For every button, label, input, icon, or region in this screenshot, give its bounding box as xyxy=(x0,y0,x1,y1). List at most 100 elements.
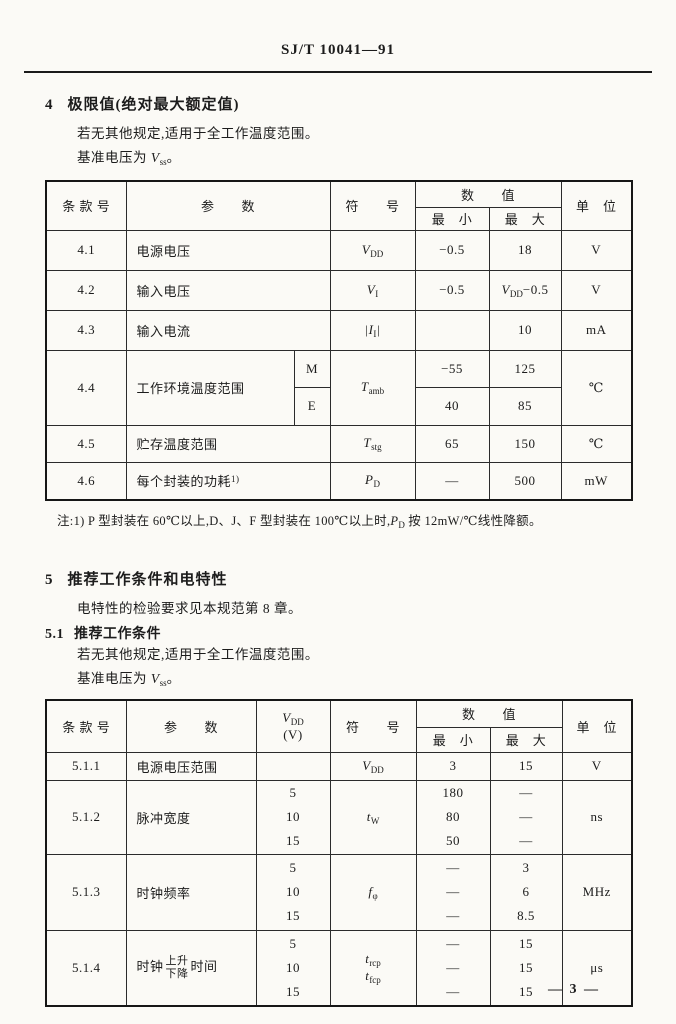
cell-min: 40 xyxy=(414,386,490,426)
cell-clause: 4.1 xyxy=(45,229,127,271)
cell-max: 3 6 8.5 xyxy=(489,853,563,931)
cell-min: 180 80 50 xyxy=(415,779,491,855)
cell-vdd xyxy=(255,751,331,781)
subsection-title: 推荐工作条件 xyxy=(74,627,161,642)
cell-unit: mW xyxy=(560,461,633,501)
table-row: 4.1 电源电压 VDD −0.5 18 V xyxy=(45,229,633,271)
cell-min xyxy=(414,309,490,351)
header-clause: 条 款 号 xyxy=(45,180,127,231)
reference-voltage-symbol: V xyxy=(150,671,160,686)
cell-grade: E xyxy=(293,386,331,426)
cell-param: 时钟 上升 下降 时间 xyxy=(125,929,257,1007)
cell-min: −0.5 xyxy=(414,269,490,311)
intro-line-2: 基准电压为 Vss。 xyxy=(77,150,181,167)
cell-param: 工作环境温度范围 xyxy=(125,349,295,426)
limit-values-table: 条 款 号 参 数 符 号 数 值 单 位 最 小 最 大 4.1 电源电压 V… xyxy=(45,180,633,501)
cell-max: 500 xyxy=(488,461,562,501)
recommended-conditions-table: 条 款 号 参 数 VDD (V) 符 号 数 值 单 位 最 小 最 大 5.… xyxy=(45,699,633,1007)
cell-unit: ℃ xyxy=(560,424,633,463)
table-row: 5.1.1 电源电压范围 VDD 3 15 V xyxy=(45,751,633,781)
cell-clause: 5.1.2 xyxy=(45,779,127,855)
table-row: 5.1.4 时钟 上升 下降 时间 5 10 15 trcp tfcp — — — 15 15 1… xyxy=(45,929,633,1007)
section-4-heading: 4 极限值(绝对最大额定值) xyxy=(45,93,676,114)
cell-symbol: Tamb xyxy=(329,349,416,426)
cell-symbol: |II| xyxy=(329,309,416,351)
cell-max: — — — xyxy=(489,779,563,855)
cell-clause: 5.1.4 xyxy=(45,929,127,1007)
cell-vdd: 5 10 15 xyxy=(255,929,331,1007)
table-row: 4.2 输入电压 VI −0.5 VDD−0.5 V xyxy=(45,269,633,311)
cell-symbol: VI xyxy=(329,269,416,311)
header-symbol: 符 号 xyxy=(329,699,417,753)
doc-header: SJ/T 10041—91 xyxy=(0,0,676,59)
header-clause: 条 款 号 xyxy=(45,699,127,753)
cell-min: −55 xyxy=(414,349,490,388)
section-title: 极限值(绝对最大额定值) xyxy=(67,97,240,113)
cell-param: 电源电压 xyxy=(125,229,331,271)
table-row: 5.1.3 时钟频率 5 10 15 fφ — — — 3 6 8.5 MHz xyxy=(45,853,633,931)
header-vdd: VDD (V) xyxy=(255,699,331,753)
table-row: 4.4 工作环境温度范围 M Tamb −55 125 ℃ xyxy=(45,349,633,426)
cell-clause: 4.2 xyxy=(45,269,127,311)
cell-unit: ℃ xyxy=(560,349,633,426)
header-parameter: 参 数 xyxy=(125,180,331,231)
cell-max: 150 xyxy=(488,424,562,463)
cell-max: 18 xyxy=(488,229,562,271)
table-header-row: 条 款 号 参 数 VDD (V) 符 号 数 值 单 位 xyxy=(45,699,633,753)
table-subheader-row: 最 小 最 大 xyxy=(46,726,632,753)
section-title: 推荐工作条件和电特性 xyxy=(67,572,228,588)
cell-param: 输入电压 xyxy=(125,269,331,311)
section-5-line-1: 电特性的检验要求见本规范第 8 章。 xyxy=(77,601,302,616)
cell-symbol: PD xyxy=(329,461,416,501)
cell-symbol: trcp tfcp xyxy=(329,929,417,1007)
section-5-heading: 5 推荐工作条件和电特性 xyxy=(45,568,676,589)
cell-grade: M xyxy=(293,349,331,388)
table-row: 4.3 输入电流 |II| 10 mA xyxy=(45,309,633,351)
cell-param: 每个封装的功耗1) xyxy=(125,461,331,501)
table-row: 4.6 每个封装的功耗1) PD — 500 mW xyxy=(45,461,633,501)
cell-param: 输入电流 xyxy=(125,309,331,351)
cell-min: — — — xyxy=(415,853,491,931)
cell-unit: ns xyxy=(561,779,633,855)
standard-number: SJ/T 10041—91 xyxy=(281,42,395,58)
header-value: 数 值 xyxy=(415,699,563,728)
cell-max: 85 xyxy=(488,386,562,426)
cell-min: 3 xyxy=(415,751,491,781)
header-min: 最 小 xyxy=(415,726,491,753)
reference-voltage-symbol: V xyxy=(150,150,160,165)
cell-max: 125 xyxy=(488,349,562,388)
cell-symbol: fφ xyxy=(329,853,417,931)
cell-param: 时钟频率 xyxy=(125,853,257,931)
cell-unit: MHz xyxy=(561,853,633,931)
cell-min: −0.5 xyxy=(414,229,490,271)
header-divider xyxy=(24,71,652,73)
header-unit: 单 位 xyxy=(560,180,633,231)
cell-param: 脉冲宽度 xyxy=(125,779,257,855)
header-max: 最 大 xyxy=(488,206,562,231)
header-max: 最 大 xyxy=(489,726,563,753)
header-min: 最 小 xyxy=(414,206,490,231)
section-5-1-heading: 5.1 推荐工作条件 xyxy=(45,623,676,643)
page-number: — 3 — xyxy=(548,982,600,997)
header-symbol: 符 号 xyxy=(329,180,416,231)
cell-symbol: VDD xyxy=(329,751,417,781)
section-5-line-3: 基准电压为 Vss。 xyxy=(77,671,181,688)
cell-clause: 4.5 xyxy=(45,424,127,463)
cell-max: 10 xyxy=(488,309,562,351)
header-value: 数 值 xyxy=(414,180,562,208)
cell-min: — — — xyxy=(415,929,491,1007)
cell-unit: V xyxy=(560,269,633,311)
cell-max: VDD−0.5 xyxy=(488,269,562,311)
cell-param: 电源电压范围 xyxy=(125,751,257,781)
cell-clause: 5.1.3 xyxy=(45,853,127,931)
header-parameter: 参 数 xyxy=(125,699,257,753)
section-5-line-2: 若无其他规定,适用于全工作温度范围。 xyxy=(77,647,319,662)
cell-param: 贮存温度范围 xyxy=(125,424,331,463)
table-subheader-row: 最 小 最 大 xyxy=(46,206,632,231)
table-row: 4.5 贮存温度范围 Tstg 65 150 ℃ xyxy=(45,424,633,463)
table-row: 5.1.2 脉冲宽度 5 10 15 tW 180 80 50 — — — ns xyxy=(45,779,633,855)
section-number: 4 xyxy=(45,97,54,113)
cell-unit: V xyxy=(561,751,633,781)
cell-clause: 5.1.1 xyxy=(45,751,127,781)
